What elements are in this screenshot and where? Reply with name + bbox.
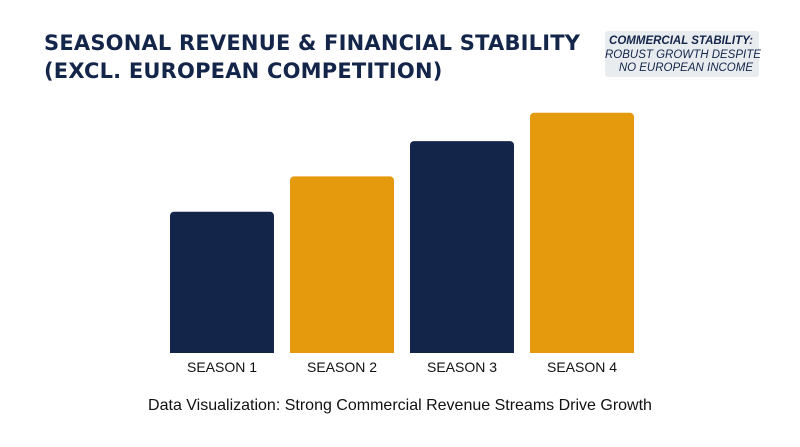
callout-heading: COMMERCIAL STABILITY: xyxy=(609,35,753,47)
chart-title-line-1: SEASONAL REVENUE & FINANCIAL STABILITY xyxy=(44,31,581,55)
chart-title-line-2: (EXCL. EUROPEAN COMPETITION) xyxy=(44,59,443,83)
x-tick-labels: SEASON 1 SEASON 2 SEASON 3 SEASON 4 xyxy=(187,359,617,375)
x-tick-season-2: SEASON 2 xyxy=(307,359,377,375)
x-tick-season-1: SEASON 1 xyxy=(187,359,257,375)
bar-season-4 xyxy=(530,112,634,357)
bar-season-3 xyxy=(410,141,514,357)
chart-caption: Data Visualization: Strong Commercial Re… xyxy=(148,397,652,414)
baseline-mask xyxy=(152,353,652,359)
callout-line-2: NO EUROPEAN INCOME xyxy=(618,62,753,74)
bar-season-1 xyxy=(170,211,274,357)
callout-line-1: ROBUST GROWTH DESPITE xyxy=(605,48,761,61)
x-tick-season-4: SEASON 4 xyxy=(547,359,617,375)
bar-season-2 xyxy=(290,176,394,357)
chart-title: SEASONAL REVENUE & FINANCIAL STABILITY (… xyxy=(44,29,584,85)
bar-group xyxy=(152,112,652,359)
x-tick-season-3: SEASON 3 xyxy=(427,359,497,375)
stability-callout: COMMERCIAL STABILITY: ROBUST GROWTH DESP… xyxy=(605,31,761,77)
